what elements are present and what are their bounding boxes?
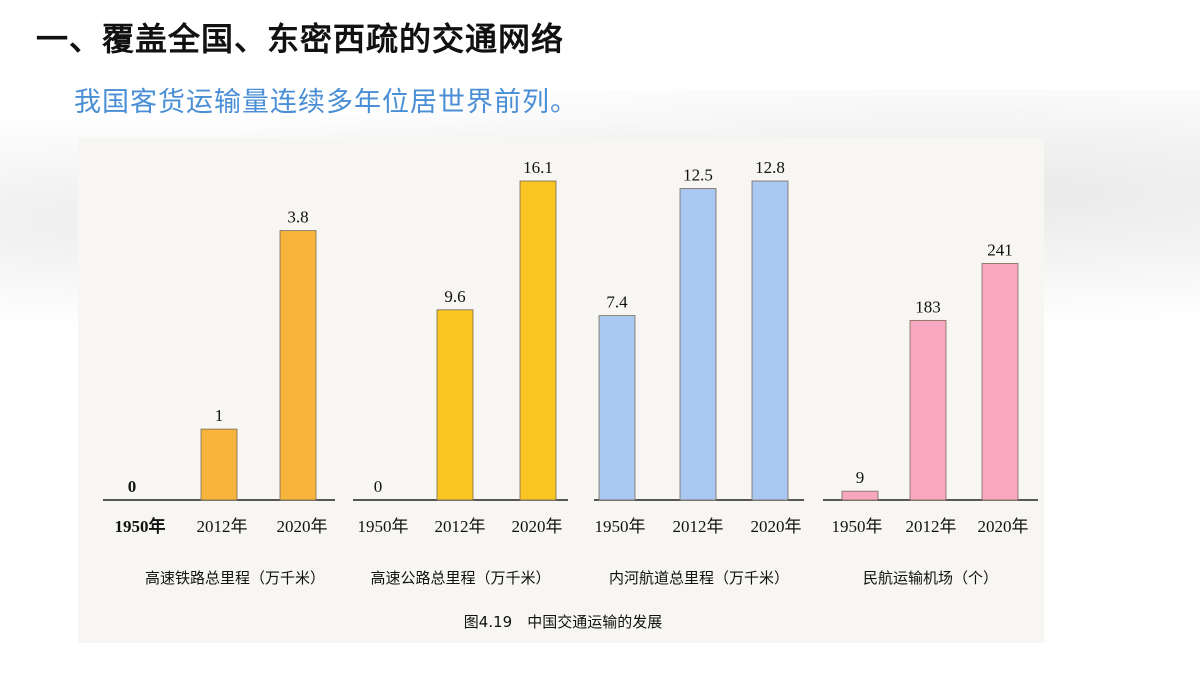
group-label-3: 内河航道总里程（万千米） <box>609 569 789 587</box>
figure-caption: 图4.19 中国交通运输的发展 <box>464 613 662 631</box>
bar-4-2 <box>909 319 947 501</box>
year-label-1-1: 1950年 <box>115 516 166 536</box>
year-label-2-3: 2020年 <box>512 517 563 536</box>
group-label-2: 高速公路总里程（万千米） <box>370 569 550 587</box>
data-label-2-2: 9.6 <box>444 287 465 306</box>
year-label-4-1: 1950年 <box>832 517 883 536</box>
data-label-4-1: 9 <box>856 468 865 487</box>
data-label-2-3: 16.1 <box>523 158 553 177</box>
year-label-4-2: 2012年 <box>906 517 957 536</box>
bar-2-2 <box>436 309 474 501</box>
year-label-3-3: 2020年 <box>751 517 802 536</box>
bar-3-3 <box>751 180 789 501</box>
data-label-1-3: 3.8 <box>287 208 308 227</box>
bar-2-3 <box>519 180 557 501</box>
bar-1-3 <box>279 230 317 501</box>
figure-panel <box>78 138 1044 643</box>
year-label-1-2: 2012年 <box>197 517 248 536</box>
group-label-1: 高速铁路总里程（万千米） <box>145 569 325 587</box>
bar-3-1 <box>598 315 636 501</box>
year-label-3-1: 1950年 <box>595 517 646 536</box>
bar-1-2 <box>200 428 238 501</box>
year-label-2-2: 2012年 <box>435 517 486 536</box>
slide-subtitle: 我国客货运输量连续多年位居世界前列。 <box>74 87 578 118</box>
year-label-1-3: 2020年 <box>277 517 328 536</box>
bar-4-3 <box>981 263 1019 501</box>
slide-title: 一、覆盖全国、东密西疏的交通网络 <box>36 20 565 58</box>
year-label-3-2: 2012年 <box>673 517 724 536</box>
bar-4-1 <box>841 490 879 501</box>
data-label-1-2: 1 <box>215 406 224 425</box>
data-label-3-2: 12.5 <box>683 165 713 184</box>
year-label-2-1: 1950年 <box>358 517 409 536</box>
data-label-4-2: 183 <box>915 297 941 316</box>
data-label-4-3: 241 <box>987 240 1013 259</box>
data-label-3-1: 7.4 <box>606 293 628 312</box>
bar-3-2 <box>679 188 717 501</box>
year-label-4-3: 2020年 <box>978 517 1029 536</box>
group-label-4: 民航运输机场（个） <box>863 569 998 587</box>
data-label-2-1: 0 <box>374 477 383 496</box>
data-label-1-1: 0 <box>128 477 137 496</box>
data-label-3-3: 12.8 <box>755 158 785 177</box>
